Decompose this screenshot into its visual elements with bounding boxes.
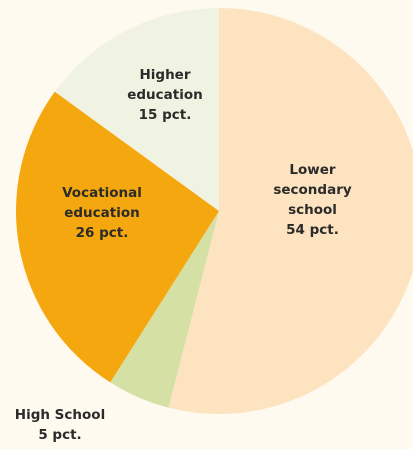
category-label: Vocational education: [62, 185, 142, 221]
value-label: 5 pct.: [38, 427, 82, 443]
slice-label: Vocational education 26 pct.: [52, 183, 152, 243]
value-label: 26 pct.: [75, 225, 129, 241]
slice-label: High School 5 pct.: [10, 405, 110, 445]
value-label: 54 pct.: [286, 222, 339, 238]
slice-label: Lower secondary school 54 pct.: [265, 160, 360, 240]
pie-slice: [110, 211, 219, 408]
category-label: Higher education: [127, 67, 203, 103]
value-label: 15 pct.: [138, 107, 192, 123]
pie-slice: [15, 91, 219, 383]
slice-label: Higher education 15 pct.: [115, 65, 215, 125]
pie-slice: [168, 8, 413, 414]
pie-slice: [54, 8, 220, 211]
category-label: Lower secondary school: [273, 162, 352, 218]
category-label: High School: [14, 407, 106, 423]
